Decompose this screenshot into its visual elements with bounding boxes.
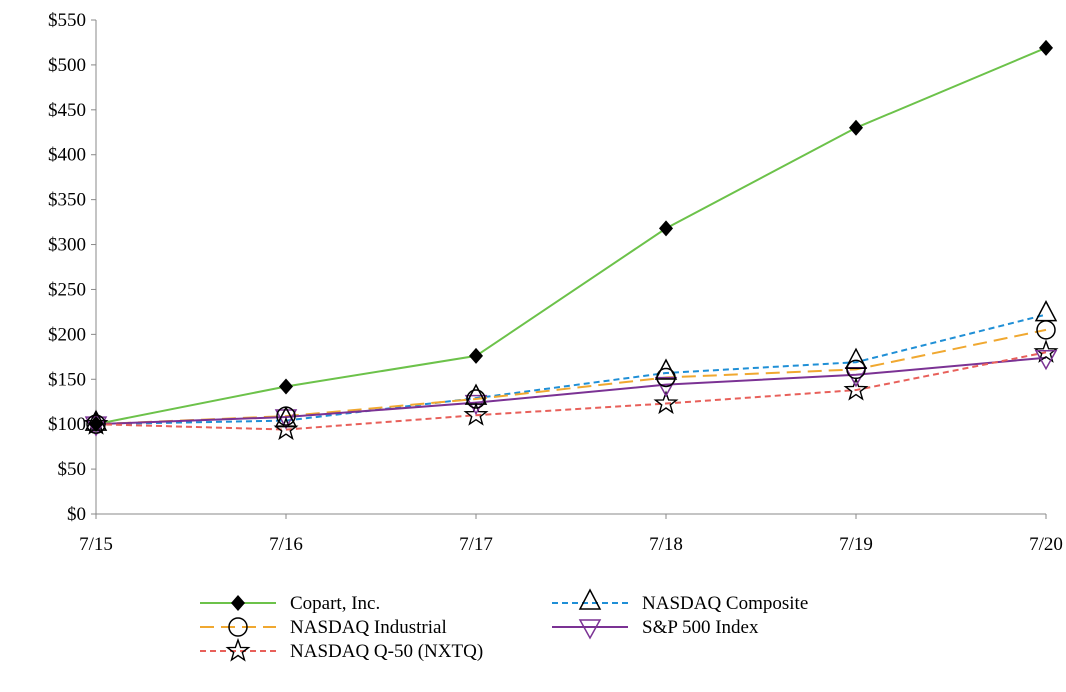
axes: $0 $50 $100 $150 $200 $250 $300 $350 $400 $450 $50… [48, 10, 1063, 555]
legend-marker-nasdaq-q-50-nxtq [225, 637, 251, 662]
y-tick-label: $0 [67, 504, 86, 525]
x-tick-label: 7/18 [649, 534, 683, 555]
data-point-nasdaq-q-50-nxtq [653, 390, 679, 415]
data-point-nasdaq-q-50-nxtq [1033, 339, 1059, 363]
y-tick-label: $50 [58, 459, 87, 480]
legend-marker-nasdaq-composite [578, 588, 602, 610]
legend-marker-nasdaq-industrial [228, 617, 248, 637]
data-point-copart-inc [469, 347, 483, 364]
legend-item-nasdaq-composite: NASDAQ Composite [552, 588, 808, 614]
legend-marker-s-p-500-index [578, 619, 602, 640]
x-tick-label: 7/19 [839, 534, 873, 555]
legend-item-copart-inc: Copart, Inc. [200, 593, 380, 614]
series-line-nasdaq-composite [95, 313, 1047, 426]
y-tick-label: $350 [48, 190, 86, 211]
y-tick-label: $450 [48, 100, 86, 121]
x-tick-label: 7/20 [1029, 534, 1063, 555]
data-point-copart-inc [89, 416, 103, 433]
legend-label: NASDAQ Q-50 (NXTQ) [290, 641, 483, 662]
legend-label: S&P 500 Index [642, 617, 759, 638]
data-point-nasdaq-composite [844, 347, 868, 369]
data-point-copart-inc [1039, 39, 1053, 56]
legend-label: Copart, Inc. [290, 593, 380, 614]
data-point-nasdaq-industrial [846, 359, 866, 380]
data-point-copart-inc [659, 220, 673, 237]
data-point-s-p-500-index [844, 367, 868, 388]
data-point-s-p-500-index [274, 409, 298, 430]
y-tick-label: $500 [48, 55, 86, 76]
data-point-copart-inc [849, 119, 863, 136]
legend-item-s-p-500-index: S&P 500 Index [552, 617, 759, 640]
legend-item-nasdaq-industrial: NASDAQ Industrial [200, 617, 447, 638]
data-point-s-p-500-index [1034, 349, 1058, 371]
data-point-s-p-500-index [654, 376, 678, 398]
data-point-nasdaq-composite [654, 358, 678, 380]
y-tick-label: $150 [48, 369, 86, 390]
legend-label: NASDAQ Composite [642, 593, 808, 614]
series-markers [83, 39, 1059, 441]
y-tick-label: $250 [48, 279, 86, 300]
data-point-nasdaq-q-50-nxtq [463, 402, 489, 426]
data-point-nasdaq-q-50-nxtq [843, 377, 869, 401]
y-tick-label: $200 [48, 324, 86, 345]
series-line-copart-inc [95, 46, 1047, 426]
y-tick-label: $100 [48, 414, 86, 435]
legend-item-nasdaq-q-50-nxtq: NASDAQ Q-50 (NXTQ) [200, 637, 483, 662]
data-point-nasdaq-industrial [466, 389, 486, 409]
x-tick-label: 7/17 [459, 534, 493, 555]
data-point-copart-inc [279, 378, 293, 395]
y-tick-label: $550 [48, 10, 86, 31]
x-tick-label: 7/15 [79, 534, 113, 555]
data-point-nasdaq-composite [464, 383, 488, 405]
series-lines [95, 46, 1047, 431]
legend-label: NASDAQ Industrial [290, 617, 447, 638]
legend-marker-copart-inc [231, 595, 245, 611]
series-line-nasdaq-q-50-nxtq [95, 351, 1047, 431]
series-line-s-p-500-index [95, 356, 1047, 426]
data-point-nasdaq-composite [1034, 299, 1058, 322]
y-tick-label: $400 [48, 145, 86, 166]
x-tick-label: 7/16 [269, 534, 303, 555]
legend: Copart, Inc. NASDAQ Composite NASDAQ Indus… [200, 588, 808, 662]
y-tick-label: $300 [48, 235, 86, 256]
data-point-nasdaq-industrial [86, 414, 106, 434]
data-point-nasdaq-composite [274, 405, 298, 428]
